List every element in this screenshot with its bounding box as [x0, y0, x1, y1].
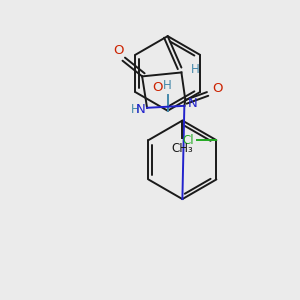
Text: H: H: [163, 79, 172, 92]
Text: O: O: [212, 82, 222, 95]
Text: H: H: [130, 103, 139, 116]
Text: N: N: [187, 98, 197, 110]
Text: O: O: [152, 81, 163, 94]
Text: N: N: [135, 103, 145, 116]
Text: Cl: Cl: [182, 134, 194, 147]
Text: CH₃: CH₃: [172, 142, 193, 155]
Text: H: H: [191, 63, 200, 76]
Text: O: O: [113, 44, 124, 57]
